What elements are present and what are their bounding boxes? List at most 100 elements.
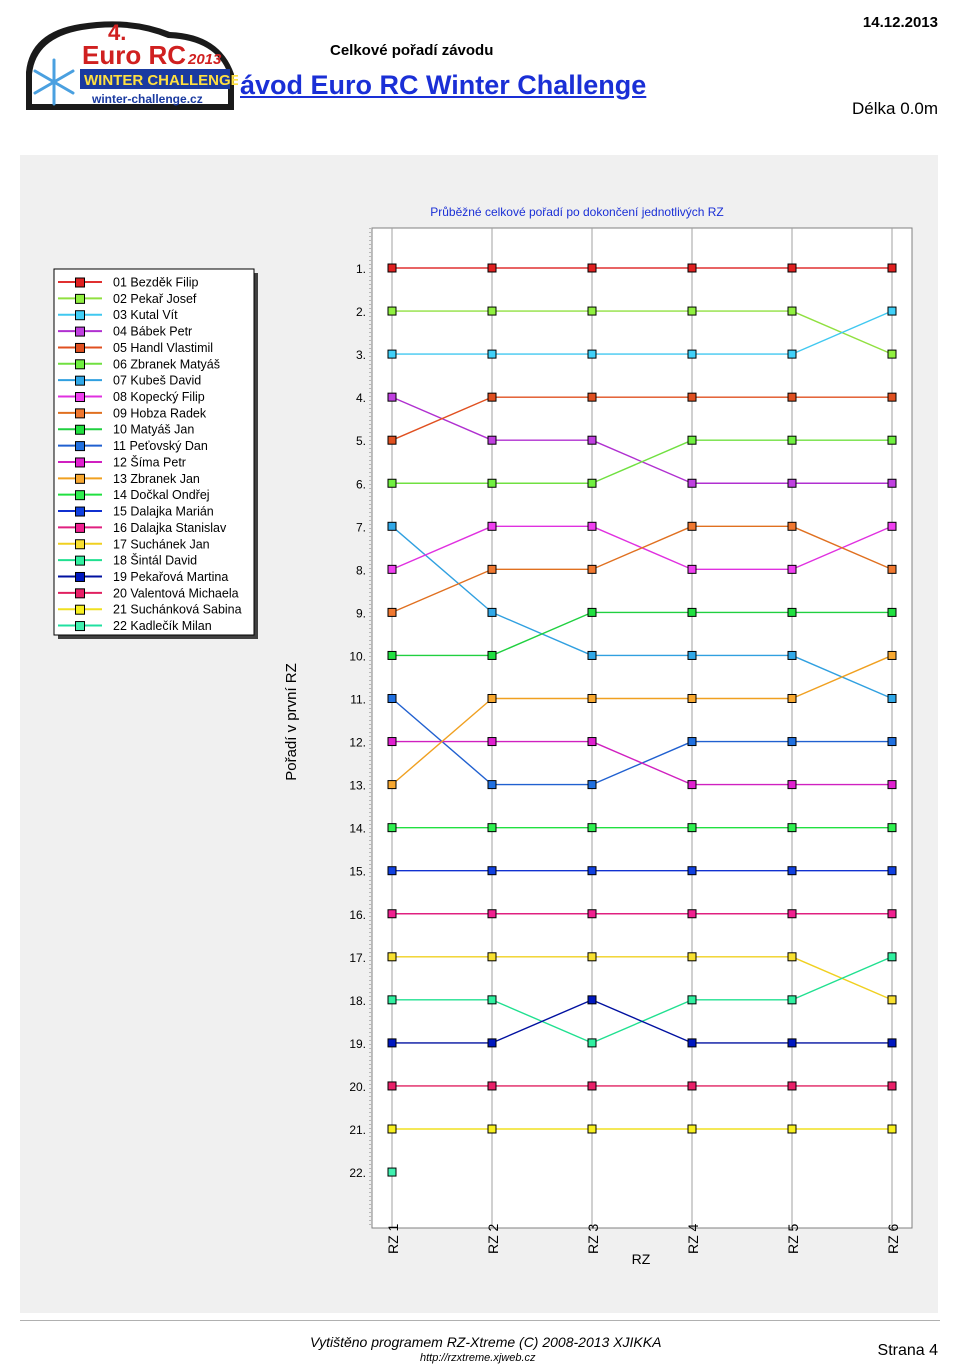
y-tick-label: 1. <box>356 262 366 276</box>
y-tick-label: 4. <box>356 391 366 405</box>
legend-marker <box>75 522 85 533</box>
data-point <box>787 909 797 919</box>
event-name-link[interactable]: ávod Euro RC Winter Challenge <box>240 70 647 100</box>
data-point <box>687 607 697 617</box>
legend-marker <box>75 441 85 452</box>
data-point <box>787 952 797 962</box>
series-line-segment <box>591 525 693 570</box>
y-tick-label: 17. <box>349 951 366 965</box>
legend-label: 16 Dalajka Stanislav <box>113 521 227 535</box>
legend-label: 06 Zbranek Matyáš <box>113 357 220 371</box>
data-point <box>687 866 697 876</box>
y-axis-label: Pořadí v první RZ <box>283 663 300 781</box>
legend-marker <box>75 588 85 599</box>
data-point <box>587 823 597 833</box>
data-point <box>487 392 497 402</box>
data-point <box>687 780 697 790</box>
data-point <box>787 349 797 359</box>
series-16 <box>387 909 897 919</box>
data-point <box>887 952 897 962</box>
data-point <box>687 306 697 316</box>
legend-label: 02 Pekař Josef <box>113 292 197 306</box>
series-line-segment <box>491 611 593 657</box>
logo-number: 4. <box>108 20 126 45</box>
footer-program: Vytištěno programem RZ-Xtreme (C) 2008-2… <box>310 1334 662 1350</box>
legend-item: 04 Bábek Petr <box>58 325 192 339</box>
data-point <box>787 306 797 316</box>
chart-legend: 01 Bezděk Filip 02 Pekař Josef 03 Kutal Ví… <box>53 268 258 639</box>
legend-item: 22 Kadlečík Milan <box>58 619 212 633</box>
series-20 <box>387 1081 897 1091</box>
data-point <box>687 694 697 703</box>
data-point <box>887 650 897 660</box>
footer-divider <box>20 1320 940 1321</box>
data-point <box>787 1038 797 1048</box>
data-point <box>387 349 397 359</box>
legend-marker <box>75 457 85 468</box>
data-point <box>587 521 597 531</box>
data-point <box>787 478 797 488</box>
y-tick-label: 15. <box>349 865 366 879</box>
data-point <box>387 1124 397 1134</box>
legend-item: 03 Kutal Vít <box>58 308 178 322</box>
legend-marker <box>75 473 85 484</box>
x-tick-label: RZ 4 <box>685 1223 701 1254</box>
legend-item: 19 Pekařová Martina <box>58 570 228 584</box>
data-point <box>887 564 897 574</box>
data-point <box>587 1038 597 1048</box>
data-point <box>887 1081 897 1091</box>
data-point <box>587 995 597 1005</box>
data-point <box>487 607 497 617</box>
y-tick-label: 2. <box>356 305 366 319</box>
legend-marker <box>75 490 85 501</box>
data-point <box>787 263 797 273</box>
data-point <box>887 737 897 747</box>
y-tick-label: 14. <box>349 822 366 836</box>
data-point <box>887 995 897 1005</box>
legend-label: 21 Suchánková Sabina <box>113 603 242 617</box>
data-point <box>587 306 597 316</box>
report-date: 14.12.2013 <box>862 14 938 31</box>
series-line-segment <box>791 956 893 1001</box>
y-tick-label: 12. <box>349 736 366 750</box>
series-line-segment <box>391 525 493 570</box>
data-point <box>787 823 797 833</box>
series-21 <box>387 1124 897 1134</box>
data-point <box>387 306 397 316</box>
data-point <box>487 952 497 962</box>
legend-label: 19 Pekařová Martina <box>113 570 228 584</box>
data-point <box>387 607 397 617</box>
data-point <box>687 564 697 574</box>
data-point <box>687 1124 697 1134</box>
legend-item: 14 Dočkal Ondřej <box>58 488 210 502</box>
y-axis-ticks: 1. 2. 3. 4. 5. 6. 7. 8. 9. 10. 11. 12. 13. 14. 15. 16. 1… <box>349 228 371 1228</box>
legend-label: 11 Peťovský Dan <box>113 439 208 453</box>
legend-item: 16 Dalajka Stanislav <box>58 521 227 535</box>
data-point <box>787 392 797 402</box>
series-2 <box>387 306 897 359</box>
legend-label: 12 Šíma Petr <box>113 454 186 469</box>
data-point <box>687 952 697 962</box>
series-9 <box>387 521 897 617</box>
series-7 <box>387 521 897 703</box>
data-point <box>387 780 397 790</box>
page-number: Strana 4 <box>877 1342 938 1359</box>
data-point <box>787 607 797 617</box>
data-point <box>387 694 397 703</box>
legend-item: 07 Kubeš David <box>58 374 201 388</box>
data-point <box>887 392 897 402</box>
data-point <box>487 737 497 747</box>
legend-item: 08 Kopecký Filip <box>58 390 205 404</box>
data-point <box>787 435 797 445</box>
data-point <box>487 306 497 316</box>
legend-item: 05 Handl Vlastimil <box>58 341 213 355</box>
legend-label: 07 Kubeš David <box>113 374 201 388</box>
footer-url[interactable]: http://rzxtreme.xjweb.cz <box>420 1352 536 1364</box>
legend-item: 20 Valentová Michaela <box>58 586 239 600</box>
data-point <box>387 263 397 273</box>
data-point <box>787 564 797 574</box>
series-line-segment <box>591 740 693 786</box>
legend-marker <box>75 555 85 566</box>
data-point <box>487 349 497 359</box>
